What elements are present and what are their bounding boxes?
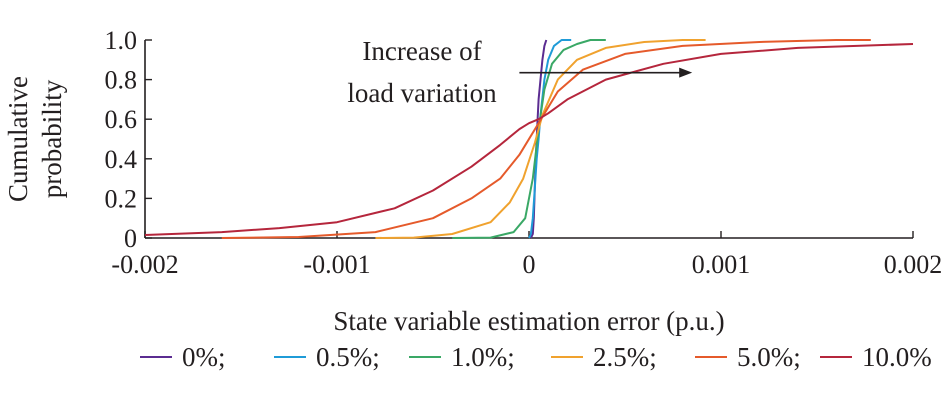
series-line-3	[375, 39, 706, 239]
x-tick-label: 0.001	[692, 250, 751, 279]
legend-label-0: 0%;	[182, 342, 226, 372]
y-tick-label: 0.2	[105, 184, 138, 213]
annotation-line-1: Increase of	[362, 36, 481, 66]
x-tick-label: -0.002	[111, 250, 178, 279]
series-line-4	[221, 39, 871, 239]
axis-titles: Cumulative probability State variable es…	[3, 76, 725, 336]
annotation-line-2: load variation	[347, 78, 497, 108]
y-tick-label: 0.6	[105, 105, 138, 134]
legend: 0%; 0.5%; 1.0%; 2.5%; 5.0%; 10.0%	[140, 342, 932, 372]
legend-label-2: 1.0%;	[451, 342, 515, 372]
y-tick-label: 0.8	[105, 66, 138, 95]
y-tick-label: 0	[124, 224, 137, 253]
ticks: 0 0.2 0.4 0.6 0.8 1.0 -0.002 -0.001 0 0.001 0.002	[105, 26, 943, 279]
series-line-5	[144, 43, 914, 236]
legend-label-3: 2.5%;	[593, 342, 657, 372]
annotation: Increase of load variation	[347, 36, 693, 108]
series-lines	[144, 39, 914, 239]
x-tick-label: -0.001	[303, 250, 370, 279]
y-axis-title-line-1: Cumulative	[3, 76, 33, 202]
y-tick-label: 0.4	[105, 145, 138, 174]
series-line-2	[452, 39, 606, 239]
series-line-0	[529, 39, 548, 239]
annotation-arrowhead	[679, 67, 693, 78]
legend-label-5: 10.0%	[862, 342, 932, 372]
x-axis-title: State variable estimation error (p.u.)	[333, 306, 724, 336]
legend-label-1: 0.5%;	[316, 342, 380, 372]
x-tick-label: 0	[523, 250, 536, 279]
y-axis-title-line-2: probability	[37, 79, 67, 198]
x-tick-label: 0.002	[884, 250, 943, 279]
legend-label-4: 5.0%;	[737, 342, 801, 372]
y-tick-label: 1.0	[105, 26, 138, 55]
